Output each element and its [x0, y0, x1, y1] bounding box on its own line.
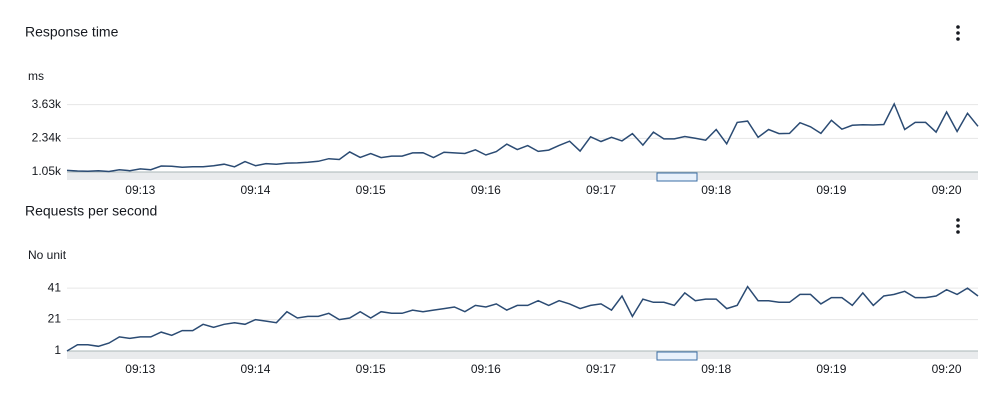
- x-tick-label: 09:19: [816, 362, 846, 376]
- x-tick-label: 09:18: [701, 362, 731, 376]
- y-tick-label: 3.63k: [32, 97, 62, 111]
- scroll-track: [67, 172, 978, 180]
- x-tick-label: 09:16: [471, 183, 501, 197]
- scroll-track: [67, 351, 978, 359]
- menu-icon[interactable]: [956, 218, 960, 234]
- x-tick-label: 09:15: [356, 183, 386, 197]
- x-tick-label: 09:14: [240, 183, 270, 197]
- y-tick-label: 1: [54, 343, 61, 357]
- data-line: [66, 285, 979, 352]
- x-tick-label: 09:13: [125, 183, 155, 197]
- chart-title: Response time: [25, 24, 119, 40]
- x-tick-label: 09:17: [586, 183, 616, 197]
- y-tick-label: 41: [48, 280, 62, 294]
- x-tick-label: 09:15: [356, 362, 386, 376]
- x-tick-label: 09:16: [471, 362, 501, 376]
- x-tick-label: 09:18: [701, 183, 731, 197]
- x-tick-label: 09:20: [932, 362, 962, 376]
- y-tick-label: 1.05k: [32, 164, 62, 178]
- y-tick-label: 21: [48, 312, 62, 326]
- x-tick-label: 09:20: [932, 183, 962, 197]
- y-tick-label: 2.34k: [32, 131, 62, 145]
- x-tick-label: 09:14: [240, 362, 270, 376]
- x-tick-label: 09:19: [816, 183, 846, 197]
- menu-icon[interactable]: [956, 25, 960, 41]
- data-line: [66, 102, 979, 173]
- unit-label: No unit: [28, 248, 67, 262]
- scroll-handle[interactable]: [656, 172, 698, 182]
- chart-title: Requests per second: [25, 203, 157, 219]
- scroll-handle[interactable]: [656, 351, 698, 361]
- x-tick-label: 09:13: [125, 362, 155, 376]
- x-tick-label: 09:17: [586, 362, 616, 376]
- unit-label: ms: [28, 69, 44, 83]
